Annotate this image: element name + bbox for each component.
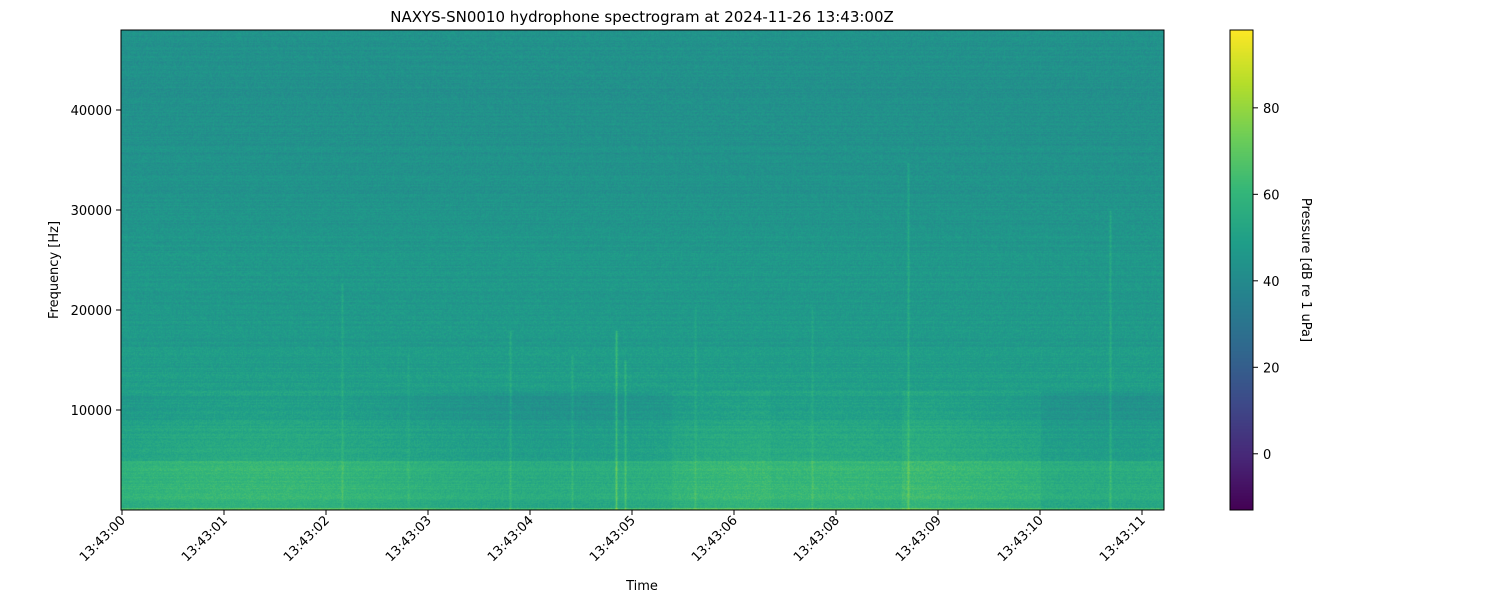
colorbar-axis: 0 20 40 60 80 — [1253, 102, 1280, 463]
colorbar-frame — [1229, 29, 1254, 511]
colorbar-label: Pressure [dB re 1 uPa] — [1298, 198, 1313, 342]
x-tick-label: 13:43:11 — [1097, 513, 1149, 565]
x-tick-label: 13:43:05 — [587, 513, 639, 565]
x-tick-label: 13:43:00 — [77, 513, 129, 565]
x-tick-label: 13:43:02 — [281, 513, 333, 565]
colorbar-gradient — [1230, 30, 1253, 510]
y-tick-label: 10000 — [71, 404, 112, 419]
x-tick-label: 13:43:06 — [689, 513, 741, 565]
y-tick-label: 40000 — [71, 104, 112, 119]
colorbar-tick-label: 0 — [1263, 448, 1271, 463]
y-tick-label: 20000 — [71, 304, 112, 319]
plot-frame — [120, 29, 1165, 511]
colorbar-tick-label: 80 — [1263, 102, 1280, 117]
colorbar-tick-label: 60 — [1263, 188, 1280, 203]
colorbar-tick-label: 20 — [1263, 361, 1280, 376]
chart-title: NAXYS-SN0010 hydrophone spectrogram at 2… — [390, 8, 894, 26]
x-tick-label: 13:43:04 — [485, 513, 537, 565]
spectrogram-image — [121, 30, 1164, 510]
x-tick-label: 13:43:03 — [383, 513, 435, 565]
x-tick-label: 13:43:09 — [893, 513, 945, 565]
y-axis: 10000 20000 30000 40000 — [71, 104, 121, 419]
x-tick-label: 13:43:10 — [995, 513, 1047, 565]
colorbar-tick-label: 40 — [1263, 275, 1280, 290]
y-axis-label: Frequency [Hz] — [47, 221, 62, 319]
x-axis: 13:43:00 13:43:01 13:43:02 13:43:03 13:43:04… — [77, 510, 1149, 565]
x-axis-label: Time — [625, 579, 658, 594]
x-tick-label: 13:43:01 — [179, 513, 231, 565]
x-tick-label: 13:43:08 — [791, 513, 843, 565]
y-tick-label: 30000 — [71, 204, 112, 219]
